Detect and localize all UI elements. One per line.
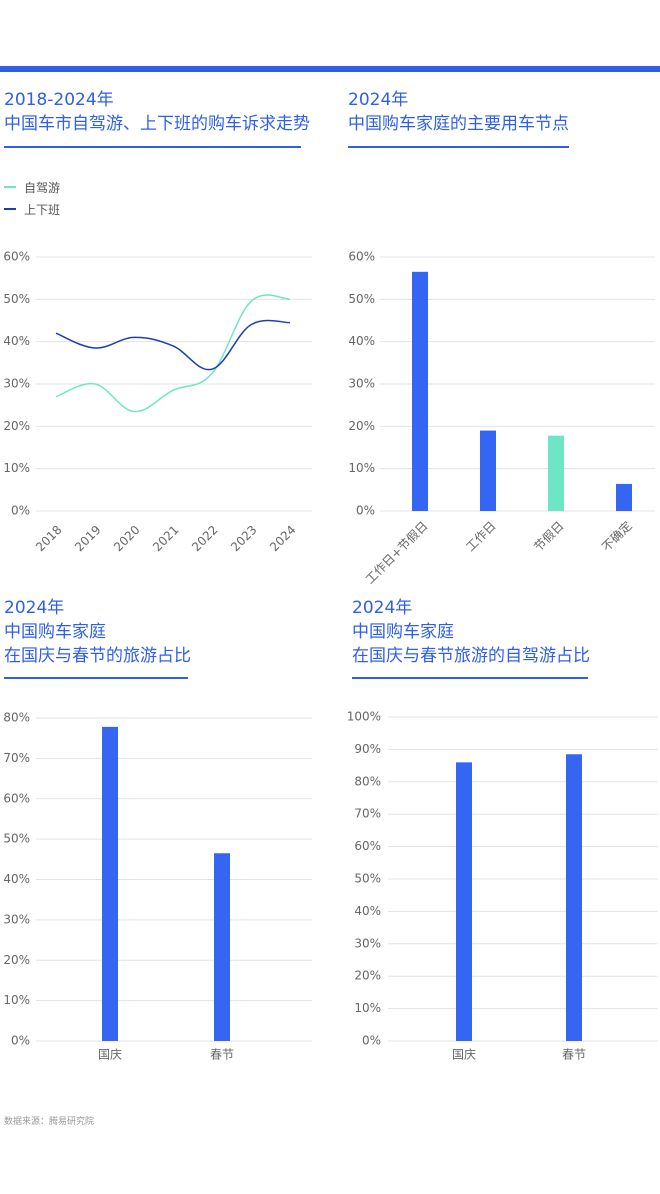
x-tick-label: 2020: [111, 523, 142, 554]
x-tick-label: 2021: [150, 523, 181, 554]
chart1-title-line2: 中国车市自驾游、上下班的购车诉求走势: [4, 114, 310, 134]
bar: [616, 483, 632, 511]
chart3-title-line1: 2024年: [4, 598, 65, 618]
legend-item-commute: 上下班: [4, 198, 60, 220]
y-tick-label: 60%: [3, 250, 30, 264]
chart3-title: 2024年 中国购车家庭 在国庆与春节的旅游占比: [4, 596, 191, 668]
legend-label-self-drive: 自驾游: [24, 180, 61, 195]
y-tick-label: 50%: [3, 832, 30, 846]
y-tick-label: 40%: [3, 334, 30, 348]
chart1-title: 2018-2024年 中国车市自驾游、上下班的购车诉求走势: [4, 88, 310, 136]
y-tick-label: 40%: [3, 872, 30, 886]
chart1-legend: 自驾游 上下班: [4, 176, 60, 220]
y-tick-label: 60%: [3, 791, 30, 805]
y-tick-label: 50%: [3, 292, 30, 306]
chart3-title-underline: [4, 677, 188, 679]
chart2-title: 2024年 中国购车家庭的主要用车节点: [348, 88, 569, 136]
y-tick-label: 20%: [348, 419, 375, 433]
y-tick-label: 20%: [3, 419, 30, 433]
top-accent-bar: [0, 66, 660, 72]
chart4-title: 2024年 中国购车家庭 在国庆与春节旅游的自驾游占比: [352, 596, 590, 668]
y-tick-label: 0%: [11, 504, 30, 518]
legend-swatch-teal: [4, 186, 16, 188]
x-tick-label: 2018: [33, 523, 64, 554]
x-tick-label: 国庆: [98, 1048, 122, 1062]
series-line-self-drive: [55, 294, 291, 413]
chart4-title-line2: 中国购车家庭: [352, 622, 454, 642]
y-tick-label: 60%: [348, 250, 375, 264]
legend-swatch-navy: [4, 208, 16, 210]
chart3-title-line2: 中国购车家庭: [4, 622, 106, 642]
y-tick-label: 0%: [362, 1034, 381, 1048]
bar: [102, 726, 118, 1041]
y-tick-label: 70%: [354, 807, 381, 821]
y-tick-label: 40%: [348, 334, 375, 348]
y-tick-label: 50%: [348, 292, 375, 306]
y-tick-label: 30%: [348, 377, 375, 391]
bar: [214, 853, 230, 1041]
chart4-title-line3: 在国庆与春节旅游的自驾游占比: [352, 646, 590, 666]
y-tick-label: 60%: [354, 839, 381, 853]
x-tick-label: 春节: [210, 1048, 234, 1062]
series-line-commute: [55, 319, 291, 371]
legend-label-commute: 上下班: [24, 202, 61, 217]
legend-item-self-drive: 自驾游: [4, 176, 60, 198]
x-tick-label: 2022: [189, 523, 220, 554]
y-tick-label: 80%: [354, 774, 381, 788]
y-tick-label: 10%: [3, 461, 30, 475]
bar: [548, 435, 564, 511]
chart2-title-line1: 2024年: [348, 90, 409, 110]
chart1-title-line1: 2018-2024年: [4, 90, 114, 110]
y-tick-label: 30%: [3, 377, 30, 391]
y-tick-label: 20%: [3, 953, 30, 967]
chart2-title-line2: 中国购车家庭的主要用车节点: [348, 114, 569, 134]
y-tick-label: 0%: [11, 1034, 30, 1048]
x-tick-label: 工作日: [463, 519, 498, 554]
chart4-title-underline: [352, 677, 588, 679]
x-tick-label: 节假日: [531, 519, 566, 554]
bar: [456, 762, 472, 1041]
x-tick-label: 工作日+节假日: [363, 519, 431, 587]
chart2-title-underline: [348, 146, 569, 148]
y-tick-label: 40%: [354, 904, 381, 918]
y-tick-label: 80%: [3, 711, 30, 725]
bar: [480, 430, 496, 511]
bar: [412, 271, 428, 511]
x-tick-label: 2024: [267, 523, 298, 554]
x-tick-label: 2023: [228, 523, 259, 554]
y-tick-label: 20%: [354, 969, 381, 983]
y-tick-label: 70%: [3, 751, 30, 765]
y-tick-label: 30%: [354, 936, 381, 950]
x-tick-label: 不确定: [599, 518, 635, 554]
chart1-title-underline: [4, 146, 301, 148]
x-tick-label: 2019: [72, 523, 103, 554]
y-tick-label: 0%: [356, 504, 375, 518]
y-tick-label: 30%: [3, 912, 30, 926]
chart4-title-line1: 2024年: [352, 598, 413, 618]
bar: [566, 754, 582, 1041]
y-tick-label: 10%: [3, 993, 30, 1007]
y-tick-label: 90%: [354, 742, 381, 756]
data-source-note: 数据来源：腾易研究院: [4, 1117, 95, 1127]
x-tick-label: 国庆: [452, 1048, 476, 1062]
chart3-title-line3: 在国庆与春节的旅游占比: [4, 646, 191, 666]
y-tick-label: 10%: [354, 1001, 381, 1015]
y-tick-label: 100%: [347, 710, 381, 724]
y-tick-label: 50%: [354, 872, 381, 886]
y-tick-label: 10%: [348, 461, 375, 475]
x-tick-label: 春节: [562, 1048, 586, 1062]
